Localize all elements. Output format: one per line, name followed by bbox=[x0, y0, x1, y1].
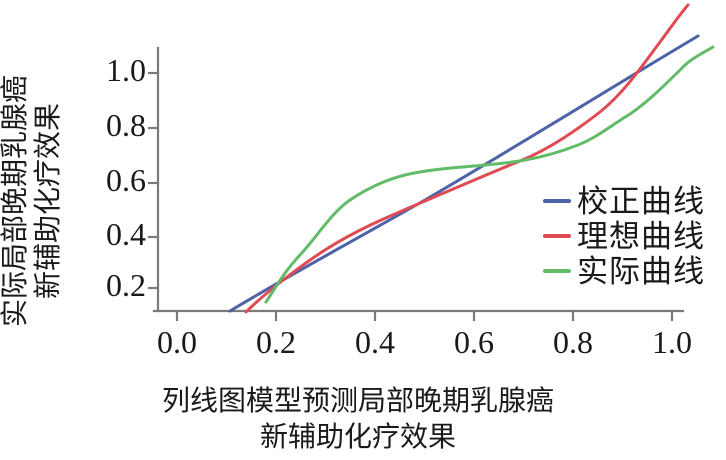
legend-label-calibration: 校正曲线 bbox=[577, 183, 705, 219]
legend-item-ideal: 理想曲线 bbox=[543, 218, 705, 254]
y-tick-label: 1.0 bbox=[106, 52, 146, 88]
y-axis-title-line1: 实际局部晚期乳腺癌 bbox=[0, 75, 31, 328]
x-tick-label: 0.2 bbox=[256, 324, 296, 360]
x-tick-label: 0.0 bbox=[157, 324, 197, 360]
ideal-curve-swatch bbox=[543, 234, 571, 238]
calibration-curve-swatch bbox=[543, 199, 571, 203]
x-tick-label: 1.0 bbox=[652, 324, 692, 360]
x-axis-title-line1: 列线图模型预测局部晚期乳腺癌 bbox=[161, 386, 554, 417]
legend-item-actual: 实际曲线 bbox=[543, 253, 705, 289]
x-tick-label: 0.4 bbox=[355, 324, 395, 360]
legend-label-ideal: 理想曲线 bbox=[577, 218, 705, 254]
calibration-curve-line bbox=[228, 34, 700, 313]
ideal-curve-line bbox=[244, 3, 690, 314]
y-tick-label: 0.4 bbox=[106, 216, 146, 252]
actual-curve-swatch bbox=[543, 269, 571, 273]
axes bbox=[147, 46, 685, 322]
legend-label-actual: 实际曲线 bbox=[577, 253, 705, 289]
x-axis-title-line2: 新辅助化疗效果 bbox=[259, 422, 456, 453]
y-tick-label: 0.8 bbox=[106, 107, 146, 143]
x-tick-label: 0.6 bbox=[454, 324, 494, 360]
y-tick-label: 0.6 bbox=[106, 162, 146, 198]
actual-curve-line bbox=[264, 45, 715, 304]
x-tick-label: 0.8 bbox=[553, 324, 593, 360]
y-tick-label: 0.2 bbox=[106, 267, 146, 303]
y-axis-title-line2: 新辅助化疗效果 bbox=[33, 103, 64, 300]
legend-item-calibration: 校正曲线 bbox=[543, 183, 705, 219]
y-axis-title: 实际局部晚期乳腺癌 新辅助化疗效果 bbox=[0, 51, 65, 351]
